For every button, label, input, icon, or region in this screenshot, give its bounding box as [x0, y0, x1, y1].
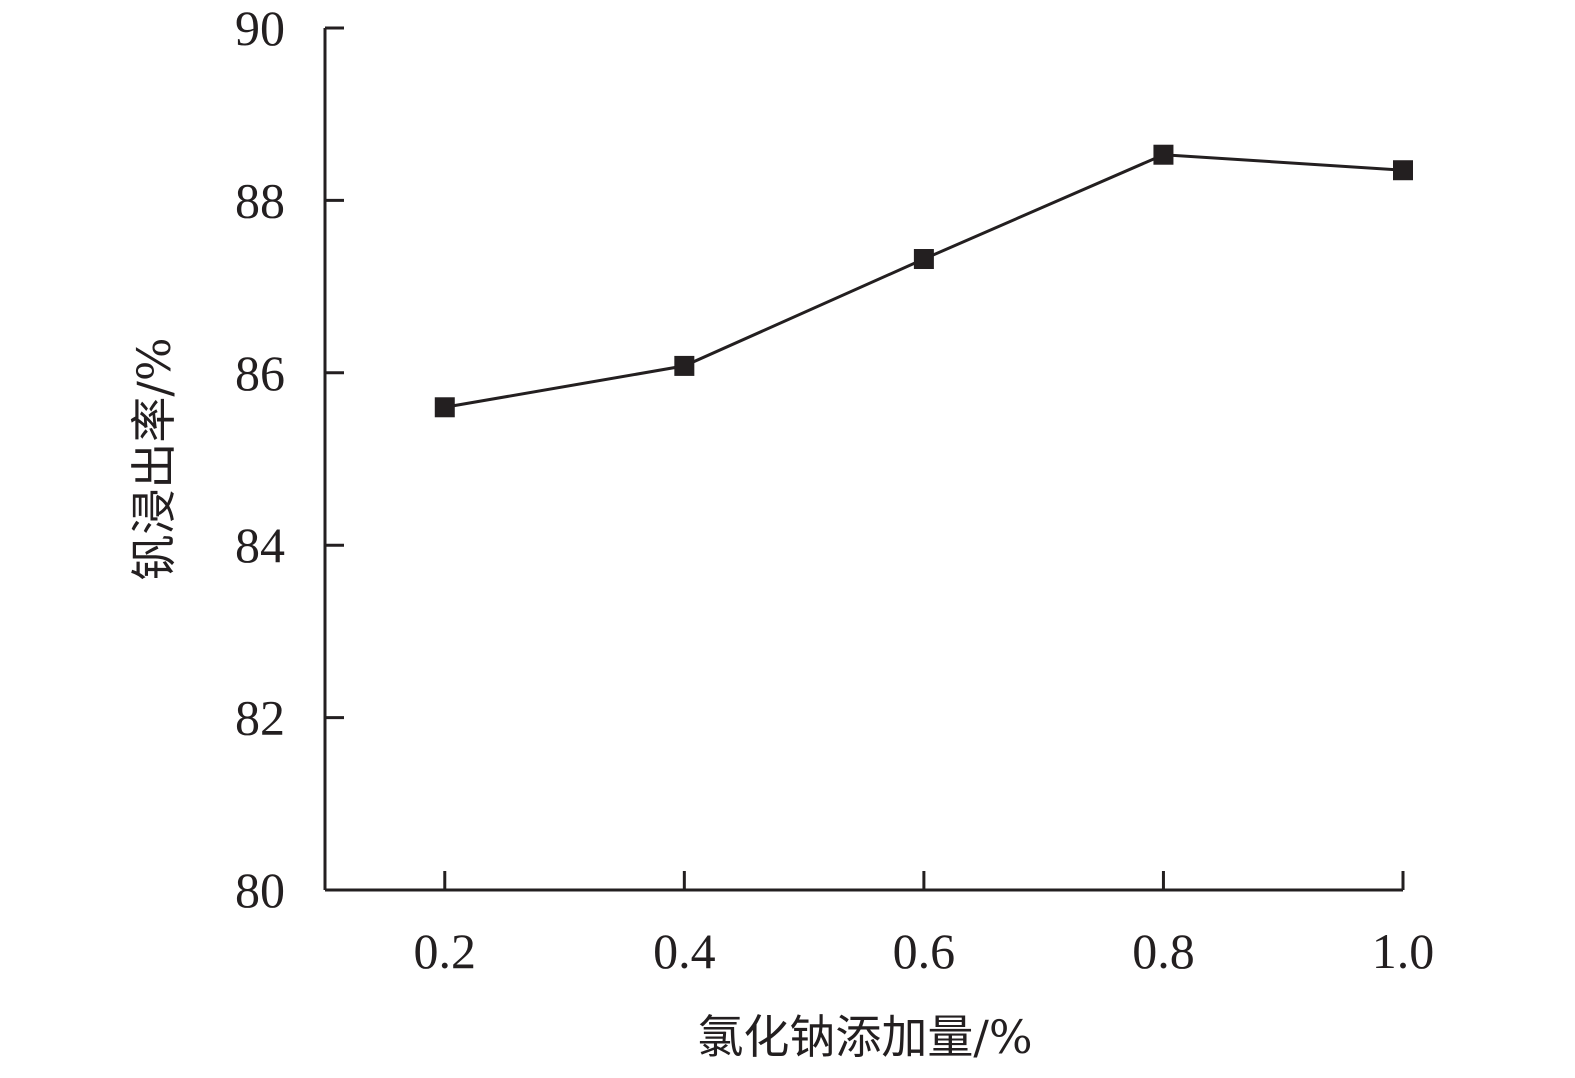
y-ticks: 80 82 84 86 88 90: [235, 0, 344, 918]
x-tick-label: 0.4: [653, 923, 716, 979]
x-tick-label: 0.8: [1132, 923, 1195, 979]
y-tick-label: 80: [235, 862, 285, 918]
y-axis-title: 钒浸出率/%: [127, 337, 181, 580]
y-tick-label: 82: [235, 690, 285, 746]
data-point-marker: [674, 355, 695, 376]
y-tick-label: 84: [235, 517, 285, 573]
x-ticks: 0.2 0.4 0.6 0.8 1.0: [414, 871, 1435, 979]
axes: [323, 28, 1403, 892]
data-point-marker: [434, 397, 455, 418]
series-line: [444, 153, 1404, 409]
y-tick-label: 86: [235, 345, 285, 401]
data-point-marker: [1153, 144, 1174, 165]
y-tick-label: 88: [235, 172, 285, 228]
data-point-marker: [913, 249, 934, 270]
data-point-marker: [1393, 160, 1413, 181]
y-tick-label: 90: [235, 0, 285, 56]
series-group: [434, 144, 1413, 418]
x-tick-label: 0.2: [414, 923, 477, 979]
x-tick-label: 1.0: [1372, 923, 1435, 979]
x-axis-title: 氯化钠添加量/%: [697, 1010, 1032, 1064]
x-tick-label: 0.6: [893, 923, 956, 979]
